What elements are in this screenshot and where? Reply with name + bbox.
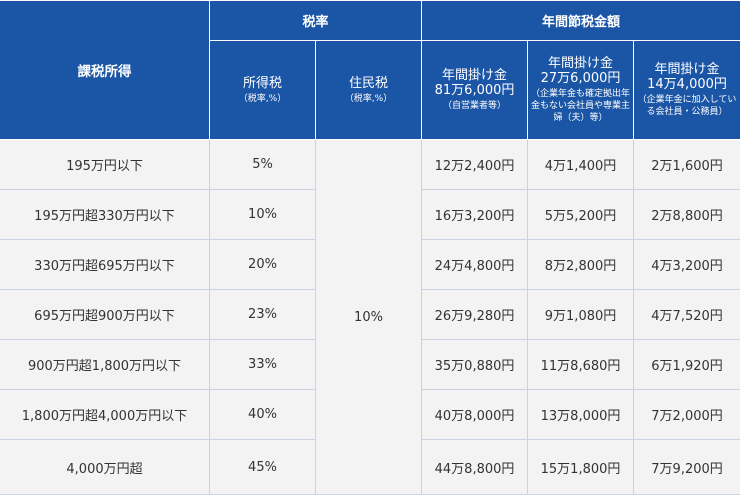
- header-tax-rate: 税率: [208, 0, 423, 41]
- savings-self-employed-cell: 16万3,200円: [421, 189, 529, 240]
- savings-no-pension-cell: 5万5,200円: [527, 189, 635, 240]
- savings-no-pension-cell: 9万1,080円: [527, 289, 635, 340]
- header-col-self-employed: 年間掛け金 81万6,000円 （自営業者等）: [421, 40, 529, 140]
- header-col-no-pension-line1: 年間掛け金: [548, 56, 614, 71]
- resident-tax-cell: 10%: [314, 139, 423, 495]
- savings-no-pension-cell: 11万8,680円: [527, 339, 635, 390]
- header-col-with-pension-note: （企業年金に加入している会社員・公務員）: [637, 95, 737, 117]
- income-tax-cell: 10%: [209, 189, 316, 240]
- income-tax-cell: 40%: [209, 389, 316, 440]
- income-tax-cell: 20%: [209, 239, 316, 290]
- income-tax-cell: 33%: [209, 339, 316, 390]
- header-income-tax-label: 所得税: [242, 75, 282, 91]
- table-row: 330万円超695万円以下 20% 24万4,800円 8万2,800円 4万3…: [0, 239, 740, 290]
- table-row: 195万円超330万円以下 10% 16万3,200円 5万5,200円 2万8…: [0, 189, 740, 240]
- income-cell: 4,000万円超: [0, 439, 210, 495]
- savings-with-pension-cell: 4万3,200円: [633, 239, 740, 290]
- header-income-tax: 所得税 （税率,%）: [209, 40, 316, 140]
- income-cell: 900万円超1,800万円以下: [0, 339, 210, 390]
- header-annual-savings: 年間節税金額: [421, 0, 740, 41]
- savings-self-employed-cell: 12万2,400円: [421, 139, 529, 190]
- header-resident-tax: 住民税 （税率,%）: [314, 40, 423, 140]
- savings-with-pension-cell: 7万2,000円: [633, 389, 740, 440]
- income-tax-cell: 5%: [209, 139, 316, 190]
- header-col-no-pension-note: （企業年金も確定拠出年金もない会社員や専業主婦（夫）等）: [531, 89, 631, 123]
- header-col-with-pension-line1: 年間掛け金: [654, 62, 720, 77]
- savings-with-pension-cell: 4万7,520円: [633, 289, 740, 340]
- savings-self-employed-cell: 44万8,800円: [421, 439, 529, 495]
- header-col-self-employed-line2: 81万6,000円: [434, 83, 515, 98]
- header-col-with-pension: 年間掛け金 14万4,000円 （企業年金に加入している会社員・公務員）: [633, 40, 740, 140]
- table-row: 1,800万円超4,000万円以下 40% 40万8,000円 13万8,000…: [0, 389, 740, 440]
- header-col-self-employed-note: （自営業者等）: [443, 101, 507, 111]
- savings-self-employed-cell: 24万4,800円: [421, 239, 529, 290]
- income-cell: 330万円超695万円以下: [0, 239, 210, 290]
- header-income-tax-note: （税率,%）: [238, 93, 287, 104]
- savings-with-pension-cell: 6万1,920円: [633, 339, 740, 390]
- savings-self-employed-cell: 35万0,880円: [421, 339, 529, 390]
- income-tax-cell: 45%: [209, 439, 316, 495]
- income-cell: 695万円超900万円以下: [0, 289, 210, 340]
- savings-no-pension-cell: 15万1,800円: [527, 439, 635, 495]
- header-col-no-pension: 年間掛け金 27万6,000円 （企業年金も確定拠出年金もない会社員や専業主婦（…: [527, 40, 635, 140]
- savings-with-pension-cell: 7万9,200円: [633, 439, 740, 495]
- income-cell: 195万円以下: [0, 139, 210, 190]
- table-row: 900万円超1,800万円以下 33% 35万0,880円 11万8,680円 …: [0, 339, 740, 390]
- savings-no-pension-cell: 13万8,000円: [527, 389, 635, 440]
- table-row: 195万円以下 5% 10% 12万2,400円 4万1,400円 2万1,60…: [0, 139, 740, 495]
- income-cell: 1,800万円超4,000万円以下: [0, 389, 210, 440]
- savings-no-pension-cell: 8万2,800円: [527, 239, 635, 290]
- header-col-with-pension-line2: 14万4,000円: [647, 77, 727, 92]
- savings-with-pension-cell: 2万1,600円: [633, 139, 740, 190]
- savings-self-employed-cell: 40万8,000円: [421, 389, 529, 440]
- header-taxable-income: 課税所得: [0, 0, 210, 140]
- income-tax-cell: 23%: [209, 289, 316, 340]
- header-col-self-employed-line1: 年間掛け金: [442, 68, 508, 83]
- savings-no-pension-cell: 4万1,400円: [527, 139, 635, 190]
- table-row: 695万円超900万円以下 23% 26万9,280円 9万1,080円 4万7…: [0, 289, 740, 340]
- header-resident-tax-label: 住民税: [349, 75, 389, 91]
- income-cell: 195万円超330万円以下: [0, 189, 210, 240]
- header-resident-tax-note: （税率,%）: [344, 93, 393, 104]
- savings-with-pension-cell: 2万8,800円: [633, 189, 740, 240]
- savings-self-employed-cell: 26万9,280円: [421, 289, 529, 340]
- header-col-no-pension-line2: 27万6,000円: [540, 71, 621, 86]
